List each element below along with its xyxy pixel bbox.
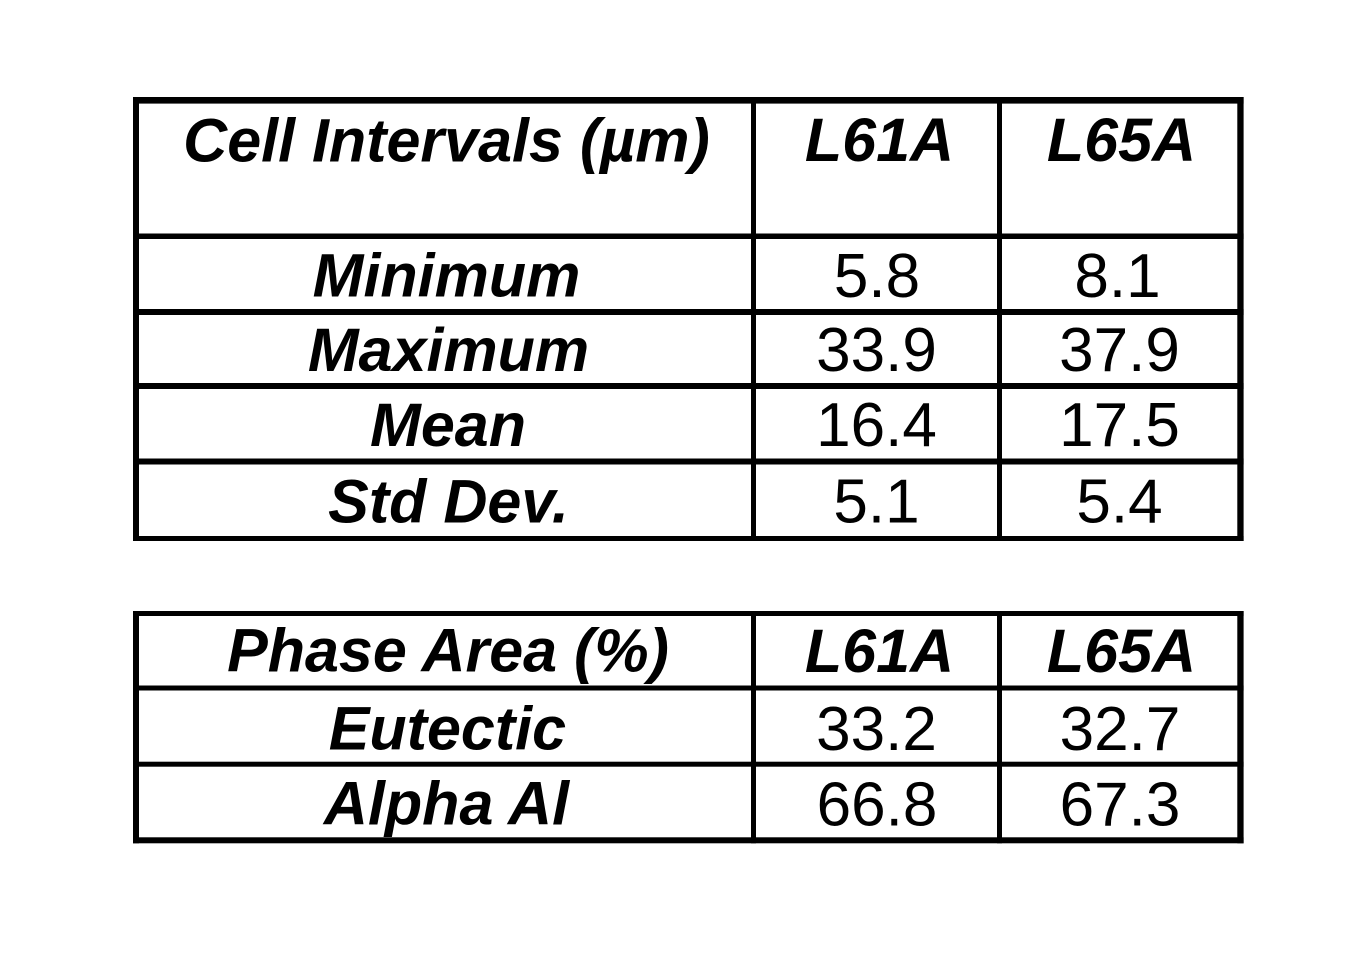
svg-text:5.4: 5.4 xyxy=(1076,468,1162,537)
svg-text:17.5: 17.5 xyxy=(1059,391,1180,460)
svg-text:Maximum: Maximum xyxy=(308,316,589,384)
svg-text:37.9: 37.9 xyxy=(1059,316,1180,385)
svg-text:L65A: L65A xyxy=(1047,617,1196,685)
svg-text:Std Dev.: Std Dev. xyxy=(328,468,569,536)
svg-text:L61A: L61A xyxy=(805,617,954,685)
svg-text:Alpha Al: Alpha Al xyxy=(322,770,570,838)
svg-text:5.1: 5.1 xyxy=(833,468,919,537)
svg-text:Cell Intervals (µm): Cell Intervals (µm) xyxy=(183,106,710,174)
svg-text:Mean: Mean xyxy=(370,391,526,459)
svg-text:33.9: 33.9 xyxy=(816,316,937,385)
svg-text:66.8: 66.8 xyxy=(817,771,938,840)
svg-text:Eutectic: Eutectic xyxy=(329,695,566,763)
svg-text:16.4: 16.4 xyxy=(816,391,937,460)
svg-text:5.8: 5.8 xyxy=(834,242,920,311)
svg-text:33.2: 33.2 xyxy=(816,695,937,764)
svg-text:67.3: 67.3 xyxy=(1060,771,1181,840)
svg-text:32.7: 32.7 xyxy=(1060,695,1181,764)
svg-text:L61A: L61A xyxy=(805,106,954,174)
svg-text:L65A: L65A xyxy=(1047,106,1196,174)
svg-text:Minimum: Minimum xyxy=(313,242,581,310)
svg-text:8.1: 8.1 xyxy=(1074,242,1160,311)
svg-text:Phase Area (%): Phase Area (%) xyxy=(227,616,669,684)
